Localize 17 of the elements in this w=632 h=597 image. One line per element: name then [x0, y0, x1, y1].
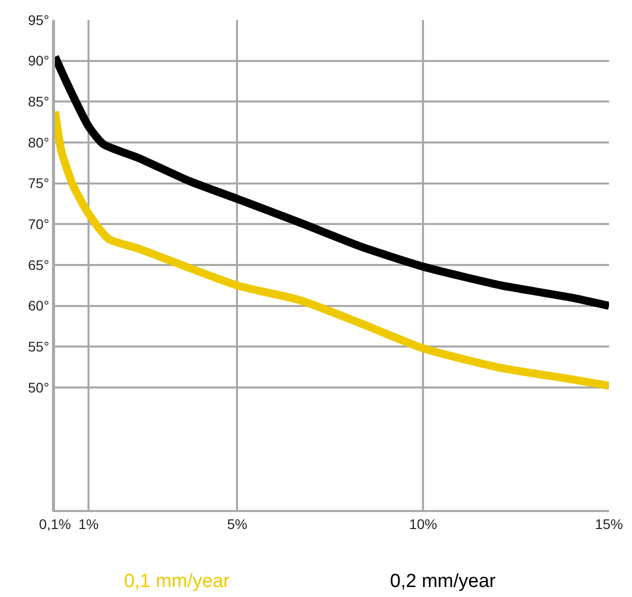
- y-tick-label: 55°: [28, 338, 50, 355]
- y-tick-label: 60°: [28, 298, 50, 314]
- text: 0,2 mm/year: [390, 571, 496, 592]
- y-tick-label: 80°: [28, 134, 50, 150]
- y-tick-label: 50°: [28, 379, 50, 396]
- x-tick-label: 15%: [594, 516, 624, 532]
- x-tick-label: 1%: [78, 516, 99, 532]
- y-tick-label: 90°: [28, 52, 50, 69]
- text: 0,1 mm/year: [124, 571, 230, 592]
- x-tick-label: 0,1%: [39, 516, 71, 532]
- y-tick-label: 85°: [28, 94, 50, 110]
- y-tick-label: 70°: [28, 216, 50, 232]
- y-tick-label: 95°: [28, 12, 50, 28]
- x-tick-label: 10%: [409, 516, 438, 532]
- y-tick-label: 75°: [28, 175, 50, 192]
- x-tick-label: 5%: [227, 516, 248, 532]
- y-tick-label: 65°: [28, 256, 50, 273]
